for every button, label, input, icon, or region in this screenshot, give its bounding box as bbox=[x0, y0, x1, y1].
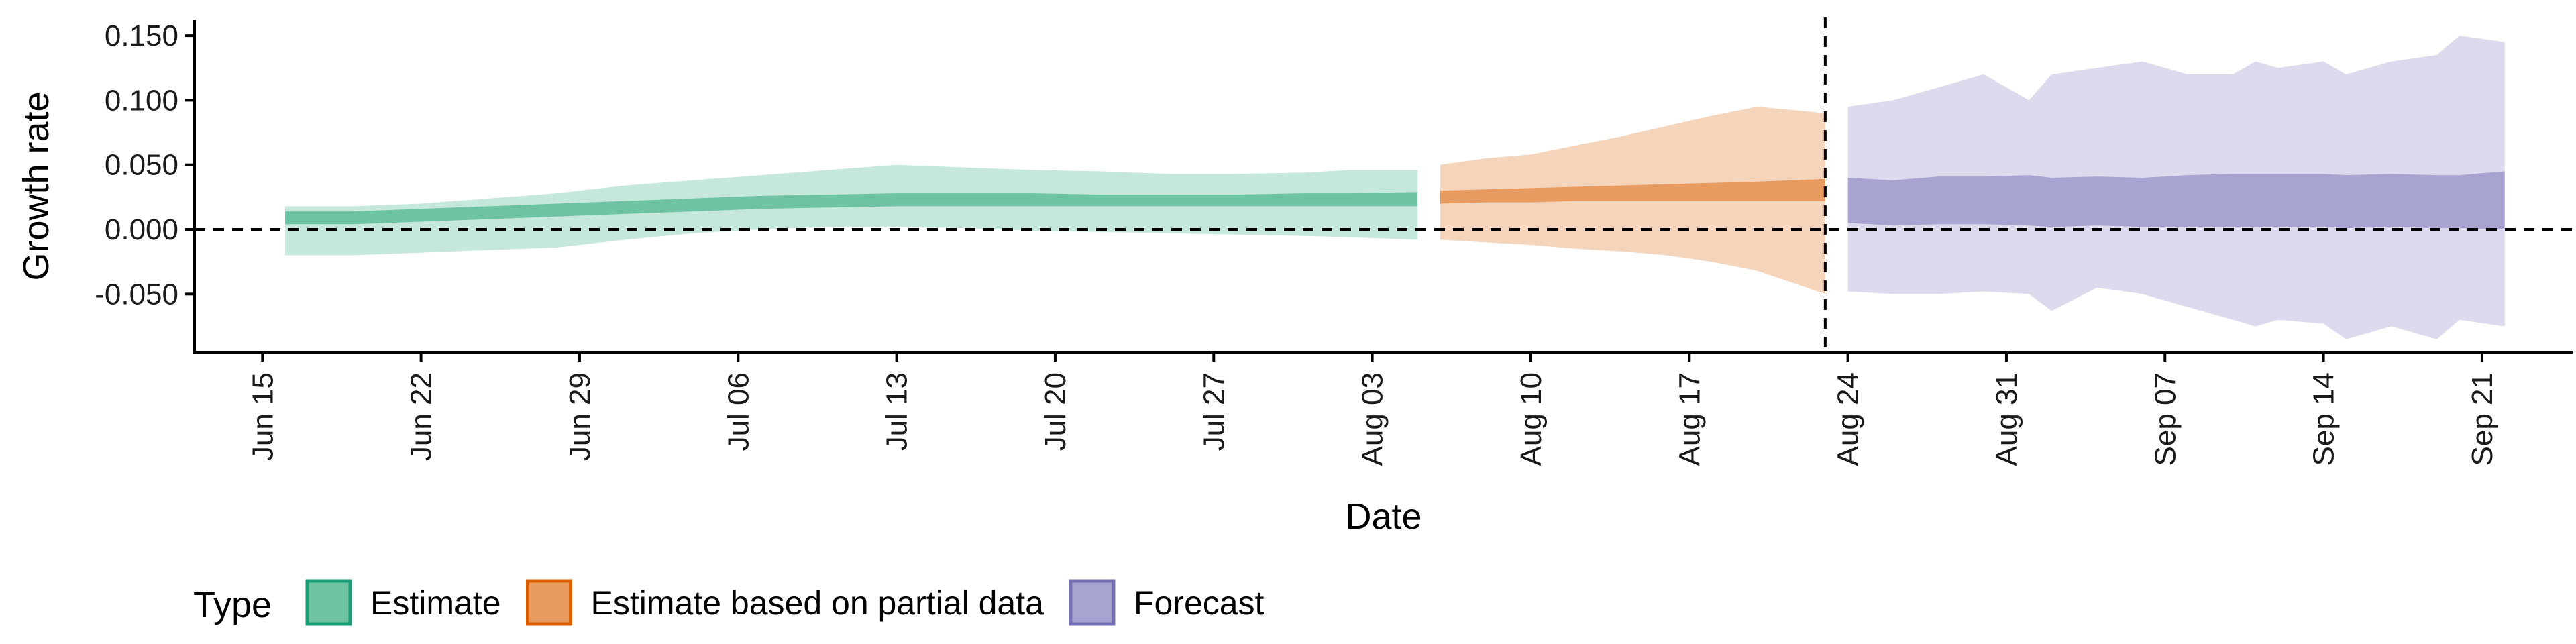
legend-key-estimate-based-on-partial-data bbox=[526, 579, 573, 626]
y-tick-label: 0.050 bbox=[105, 149, 178, 182]
x-tick-label: Sep 21 bbox=[2466, 372, 2499, 466]
legend-key-forecast bbox=[1069, 579, 1116, 626]
x-tick-label: Aug 03 bbox=[1356, 372, 1389, 466]
legend-title: Type bbox=[193, 585, 272, 625]
legend-key-estimate bbox=[305, 579, 352, 626]
x-tick-label: Aug 17 bbox=[1673, 372, 1706, 466]
x-axis-title: Date bbox=[1345, 496, 1421, 537]
x-tick-label: Aug 31 bbox=[1990, 372, 2023, 466]
x-tick-label: Jun 15 bbox=[246, 372, 279, 461]
reference-lines bbox=[195, 17, 2573, 352]
y-tick-label: 0.100 bbox=[105, 84, 178, 117]
y-tick-label: 0.000 bbox=[105, 213, 178, 246]
axes bbox=[185, 20, 2573, 362]
y-axis-title: Growth rate bbox=[16, 91, 56, 280]
band-outer-estimate bbox=[285, 164, 1418, 256]
legend-label-forecast: Forecast bbox=[1134, 584, 1265, 622]
x-tick-label: Jul 20 bbox=[1039, 372, 1072, 451]
x-tick-label: Aug 24 bbox=[1832, 372, 1865, 466]
x-tick-label: Jul 06 bbox=[722, 372, 755, 451]
legend-label-estimate: Estimate bbox=[370, 584, 501, 622]
y-tick-label: -0.050 bbox=[95, 278, 178, 311]
x-tick-label: Jul 27 bbox=[1197, 372, 1230, 451]
band-inner-forecast bbox=[1847, 171, 2505, 229]
band-inner-estimate bbox=[285, 192, 1418, 225]
x-tick-label: Jul 13 bbox=[881, 372, 914, 451]
tick-labels: 0.150 0.100 0.050 0.000 -0.050 Jun 15 Jun 22 Ju… bbox=[95, 19, 2499, 466]
x-tick-label: Sep 14 bbox=[2308, 372, 2341, 466]
x-tick-label: Aug 10 bbox=[1515, 372, 1548, 466]
legend-label-estimate-based-on-partial-data: Estimate based on partial data bbox=[591, 584, 1044, 622]
band-inner-estimate-based-on-partial-data bbox=[1440, 178, 1825, 204]
x-tick-label: Jun 22 bbox=[405, 372, 438, 461]
x-tick-label: Sep 07 bbox=[2149, 372, 2182, 466]
legend: Type Estimate Estimate based on partial d… bbox=[193, 579, 1265, 626]
x-tick-label: Jun 29 bbox=[564, 372, 596, 461]
y-tick-label: 0.150 bbox=[105, 19, 178, 52]
ribbon-layer bbox=[285, 36, 2505, 339]
